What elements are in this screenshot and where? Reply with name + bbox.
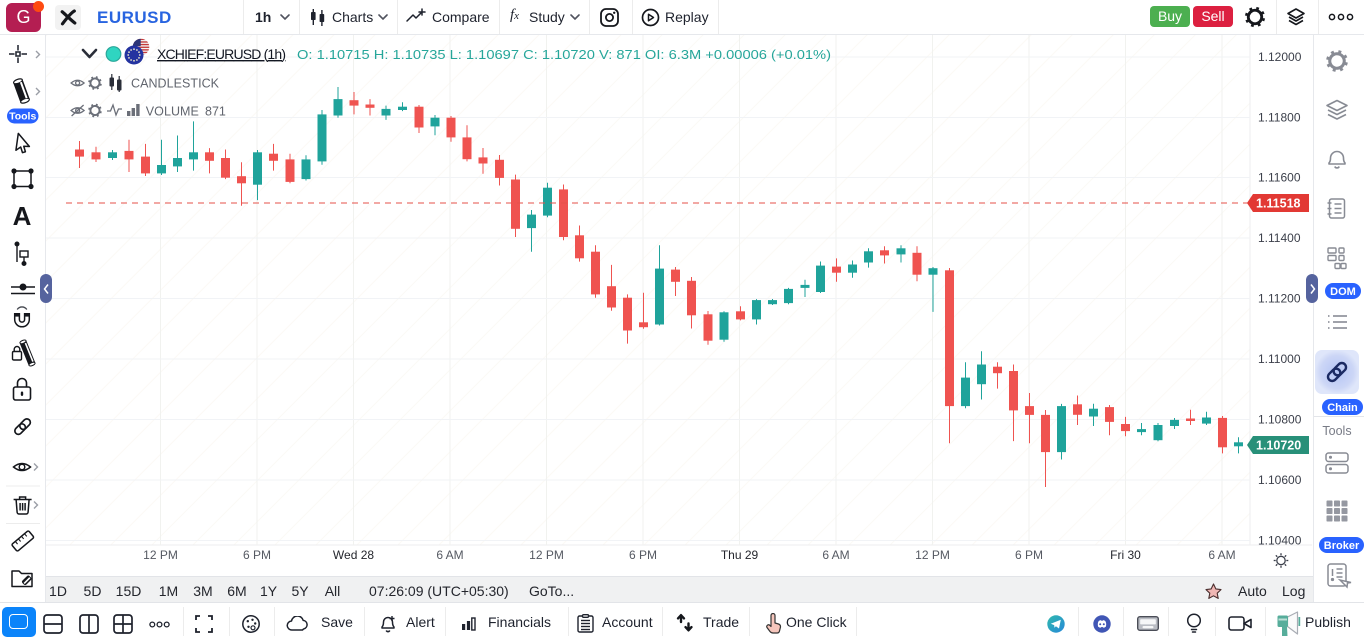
svg-text:12 PM: 12 PM xyxy=(143,548,178,562)
svg-text:Tools: Tools xyxy=(1322,424,1351,438)
svg-text:1.11600: 1.11600 xyxy=(1258,171,1301,185)
svg-text:Thu 29: Thu 29 xyxy=(721,548,759,562)
svg-text:DOM: DOM xyxy=(1330,286,1356,298)
svg-text:6 PM: 6 PM xyxy=(243,548,271,562)
svg-text:Fri 30: Fri 30 xyxy=(1110,548,1141,562)
svg-text:1.11400: 1.11400 xyxy=(1258,231,1301,245)
svg-text:6 PM: 6 PM xyxy=(629,548,657,562)
svg-text:1.12000: 1.12000 xyxy=(1258,50,1302,64)
svg-text:1.10600: 1.10600 xyxy=(1258,473,1302,487)
svg-text:1.11000: 1.11000 xyxy=(1258,352,1301,366)
svg-text:6 AM: 6 AM xyxy=(1208,548,1235,562)
svg-text:1.11200: 1.11200 xyxy=(1258,292,1301,306)
svg-text:6 AM: 6 AM xyxy=(822,548,849,562)
svg-text:12 PM: 12 PM xyxy=(529,548,564,562)
svg-text:12 PM: 12 PM xyxy=(915,548,950,562)
svg-text:871: 871 xyxy=(205,105,226,119)
svg-text:1.11518: 1.11518 xyxy=(1256,197,1301,211)
svg-text:Broker: Broker xyxy=(1324,540,1360,552)
svg-text:CANDLESTICK: CANDLESTICK xyxy=(131,77,220,91)
svg-text:O: 1.10715 H: 1.10735 L: 1.106: O: 1.10715 H: 1.10735 L: 1.10697 C: 1.10… xyxy=(297,47,831,62)
svg-text:6 AM: 6 AM xyxy=(436,548,463,562)
svg-text:1.10400: 1.10400 xyxy=(1258,534,1302,548)
svg-text:Wed 28: Wed 28 xyxy=(333,548,374,562)
svg-text:Tools: Tools xyxy=(9,111,36,123)
svg-text:XCHIEF:EURUSD (1h): XCHIEF:EURUSD (1h) xyxy=(157,46,286,62)
svg-text:1.10800: 1.10800 xyxy=(1258,413,1302,427)
svg-text:1.11800: 1.11800 xyxy=(1258,111,1301,125)
svg-text:1.10720: 1.10720 xyxy=(1256,439,1301,453)
svg-text:VOLUME: VOLUME xyxy=(146,105,199,119)
svg-text:A: A xyxy=(13,201,32,231)
svg-text:6 PM: 6 PM xyxy=(1015,548,1043,562)
svg-text:Chain: Chain xyxy=(1327,402,1358,414)
